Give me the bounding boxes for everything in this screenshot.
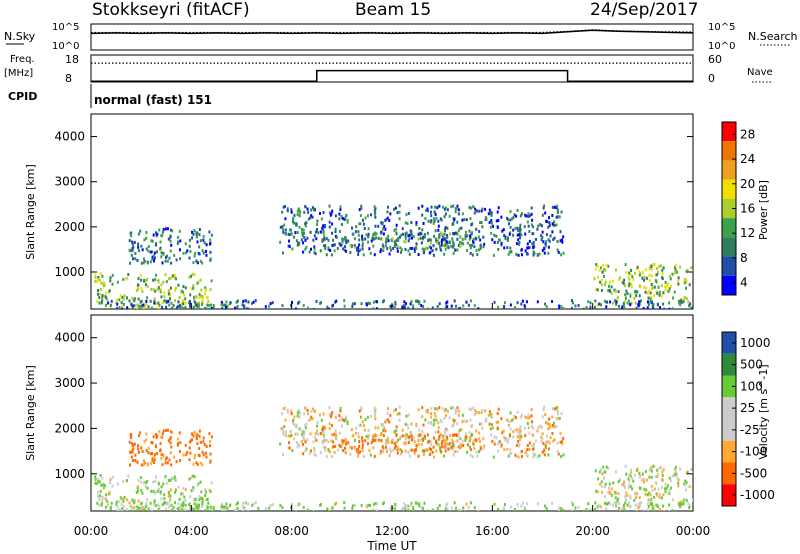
velocity-colorbar-segment-4 <box>722 419 736 441</box>
noise-right-label: N.Search <box>748 30 798 43</box>
freq-tick-bottom: 8 <box>65 72 72 85</box>
power-echo-region-3 <box>332 231 482 253</box>
power-colorbar-tick-0: 28 <box>740 127 755 141</box>
x-axis-label: Time UT <box>366 539 417 553</box>
cpid-text: normal (fast) 151 <box>94 93 212 107</box>
x-tick-label-3: 12:00 <box>375 524 410 538</box>
power-panel: 1000 2000 3000 4000 Slant Range [km] 28 24 20… <box>24 113 770 310</box>
velocity-colorbar-tick-5: -100 <box>740 445 767 459</box>
power-colorbar-tick-2: 20 <box>740 177 755 191</box>
velocity-colorbar-tick-7: -1000 <box>740 488 775 502</box>
power-colorbar-segment-8 <box>722 275 736 295</box>
velocity-colorbar-label: Velocity [m s^-1] <box>757 364 770 459</box>
beam-title: Beam 15 <box>355 0 432 20</box>
velocity-ytick-label-2: 3000 <box>54 376 85 390</box>
velocity-colorbar-segment-0 <box>722 332 736 354</box>
power-colorbar-segment-5 <box>722 218 736 238</box>
power-colorbar-tick-5: 8 <box>740 251 748 265</box>
power-echo-region-2 <box>279 204 565 257</box>
frequency-panel: Freq. [MHz] Nave 18 8 60 0 <box>4 53 773 85</box>
velocity-colorbar-tick-3: 25 <box>740 401 755 415</box>
velocity-colorbar-tick-6: -500 <box>740 466 767 480</box>
nave-label: Nave <box>747 67 773 78</box>
velocity-echo-region-0 <box>94 473 213 511</box>
power-ytick-label-3: 4000 <box>54 130 85 144</box>
velocity-echo-region-5 <box>100 501 692 511</box>
power-echo-region-4 <box>593 263 693 307</box>
velocity-ytick-label-3: 4000 <box>54 331 85 345</box>
velocity-ytick-label-1: 2000 <box>54 421 85 435</box>
velocity-colorbar-segment-1 <box>722 353 736 376</box>
power-colorbar-segment-7 <box>722 256 736 276</box>
noise-panel: N.Sky N.Search 10^5 10^0 10^5 10^0 <box>4 22 798 52</box>
station-title: Stokkseyri (fitACF) <box>92 0 250 20</box>
x-tick-label-2: 08:00 <box>274 524 309 538</box>
power-colorbar-label: Power [dB] <box>757 180 770 240</box>
noise-left-tick-bottom: 10^0 <box>52 41 79 52</box>
velocity-colorbar-segment-6 <box>722 462 736 485</box>
power-colorbar-segment-1 <box>722 141 736 161</box>
velocity-echo-region-1 <box>128 428 213 467</box>
velocity-colorbar-segment-7 <box>722 484 736 506</box>
x-tick-label-4: 16:00 <box>475 524 510 538</box>
power-ytick-label-0: 1000 <box>54 265 85 279</box>
velocity-colorbar-segment-2 <box>722 375 736 398</box>
date-title: 24/Sep/2017 <box>590 0 699 20</box>
velocity-echo-region-4 <box>594 464 693 509</box>
velocity-colorbar-segment-3 <box>722 397 736 419</box>
velocity-colorbar-tick-0: 1000 <box>740 336 771 350</box>
noise-panel-frame <box>90 23 694 51</box>
velocity-echo-region-2 <box>279 405 565 459</box>
velocity-panel: 1000 2000 3000 4000 Slant Range [km] 1000 50… <box>24 314 775 512</box>
cpid-label: CPID <box>8 90 37 103</box>
noise-right-tick-top: 10^5 <box>708 22 735 33</box>
power-colorbar-segment-2 <box>722 160 736 180</box>
noise-left-label: N.Sky <box>4 30 36 43</box>
x-tick-label-5: 20:00 <box>575 524 610 538</box>
velocity-colorbar-tick-2: 100 <box>740 379 763 393</box>
velocity-colorbar-segment-5 <box>722 440 736 463</box>
velocity-colorbar-tick-4: -25 <box>740 423 760 437</box>
power-colorbar-tick-1: 24 <box>740 152 755 166</box>
power-y-axis-label: Slant Range [km] <box>24 164 37 260</box>
noise-right-tick-bottom: 10^0 <box>708 41 735 52</box>
x-tick-label-1: 04:00 <box>174 524 209 538</box>
x-tick-label-6: 00:00 <box>676 524 711 538</box>
noise-left-tick-top: 10^5 <box>52 22 79 33</box>
power-ytick-label-2: 3000 <box>54 175 85 189</box>
power-colorbar-segment-6 <box>722 237 736 257</box>
power-colorbar-segment-3 <box>722 179 736 199</box>
nave-tick-bottom: 0 <box>708 72 715 85</box>
freq-tick-top: 18 <box>65 53 79 66</box>
power-colorbar-segment-4 <box>722 198 736 219</box>
power-colorbar-tick-6: 4 <box>740 276 748 290</box>
frequency-panel-frame <box>90 54 694 83</box>
power-colorbar-tick-4: 12 <box>740 226 755 240</box>
velocity-ytick-label-0: 1000 <box>54 467 85 481</box>
freq-label-bottom: [MHz] <box>4 68 33 79</box>
power-colorbar-tick-3: 16 <box>740 202 755 216</box>
freq-series-0 <box>91 69 693 82</box>
nave-tick-top: 60 <box>708 53 722 66</box>
freq-label-top: Freq. <box>10 54 35 65</box>
noise-series-1 <box>91 29 693 33</box>
power-echo-region-1 <box>128 227 213 265</box>
noise-series-0 <box>90 29 694 35</box>
power-colorbar-segment-0 <box>722 122 736 142</box>
velocity-echo-region-3 <box>330 432 482 454</box>
power-ytick-label-1: 2000 <box>54 220 85 234</box>
velocity-y-axis-label: Slant Range [km] <box>24 365 37 461</box>
velocity-colorbar-tick-1: 500 <box>740 358 763 372</box>
x-tick-label-0: 00:00 <box>74 524 109 538</box>
